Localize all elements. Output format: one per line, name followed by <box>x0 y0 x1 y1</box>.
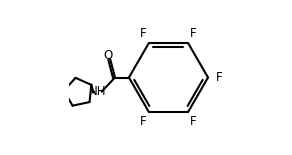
Text: F: F <box>216 71 223 84</box>
Text: F: F <box>140 115 147 128</box>
Text: O: O <box>103 49 112 62</box>
Text: NH: NH <box>89 85 107 98</box>
Text: F: F <box>190 115 197 128</box>
Text: F: F <box>190 27 197 40</box>
Text: F: F <box>140 27 147 40</box>
